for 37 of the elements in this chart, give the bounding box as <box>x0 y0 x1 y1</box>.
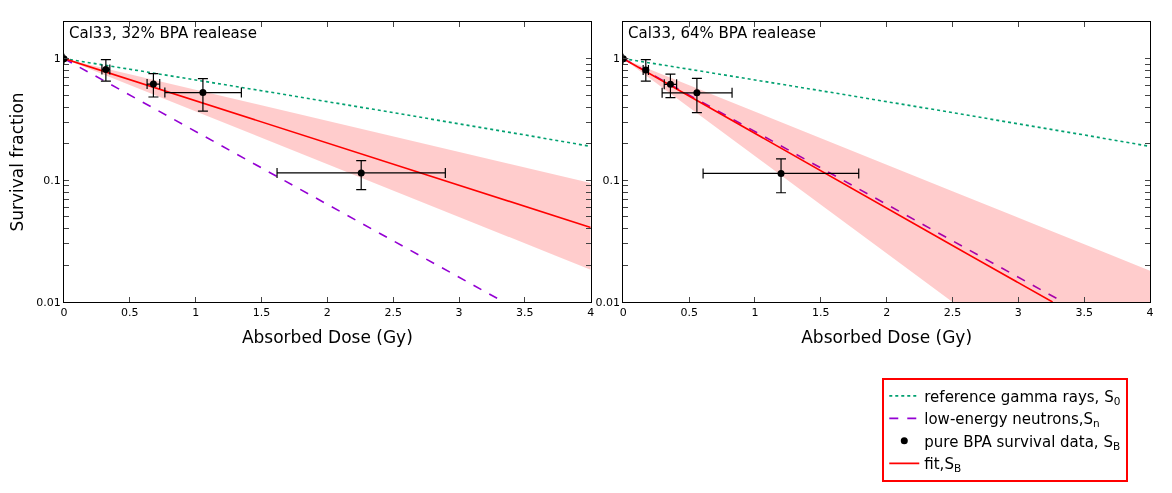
x-tick-label: 0.5 <box>121 306 139 320</box>
x-tick-label: 1 <box>751 306 759 320</box>
point <box>777 169 785 177</box>
x-tick-label: 3.5 <box>1075 306 1093 320</box>
y-tick-label: 1 <box>53 52 61 66</box>
x-tick-label: 3.5 <box>516 306 534 320</box>
y-axis-title: Survival fraction <box>6 92 27 232</box>
y-tick-label: 0.01 <box>36 295 61 309</box>
x-tick-label: 0 <box>619 306 627 320</box>
x-axis-title: Absorbed Dose (Gy) <box>801 326 973 347</box>
y-tick-label: 1 <box>612 52 620 66</box>
point <box>357 169 365 177</box>
x-tick-label: 3 <box>455 306 463 320</box>
x-tick-label: 1.5 <box>812 306 830 320</box>
point <box>693 89 701 97</box>
legend-label: fit,S$_{B}$ <box>924 455 962 475</box>
y-tick-label: 0.1 <box>43 174 61 188</box>
chart-title: Cal33, 32% BPA realease <box>69 24 257 42</box>
x-tick-label: 4 <box>587 306 595 320</box>
legend-label: pure BPA survival data, S$_{B}$ <box>924 432 1121 452</box>
legend-label: low-energy neutrons,S$_{n}$ <box>924 410 1100 430</box>
x-tick-label: 2.5 <box>384 306 402 320</box>
x-tick-label: 1 <box>192 306 200 320</box>
x-tick-label: 4 <box>1146 306 1154 320</box>
y-tick-label: 0.1 <box>602 174 620 188</box>
x-tick-label: 1.5 <box>252 306 271 320</box>
x-tick-label: 3 <box>1014 306 1022 320</box>
x-tick-label: 2.5 <box>943 306 962 320</box>
chart-title: Cal33, 64% BPA realease <box>628 24 816 42</box>
x-axis-title: Absorbed Dose (Gy) <box>241 326 413 347</box>
x-tick-label: 2 <box>323 306 331 320</box>
x-tick-label: 0.5 <box>680 306 698 320</box>
x-tick-label: 0 <box>60 306 68 320</box>
y-tick-label: 0.01 <box>595 295 620 309</box>
legend-label: reference gamma rays, S$_{0}$ <box>924 387 1121 407</box>
x-tick-label: 2 <box>883 306 891 320</box>
point <box>199 89 207 97</box>
